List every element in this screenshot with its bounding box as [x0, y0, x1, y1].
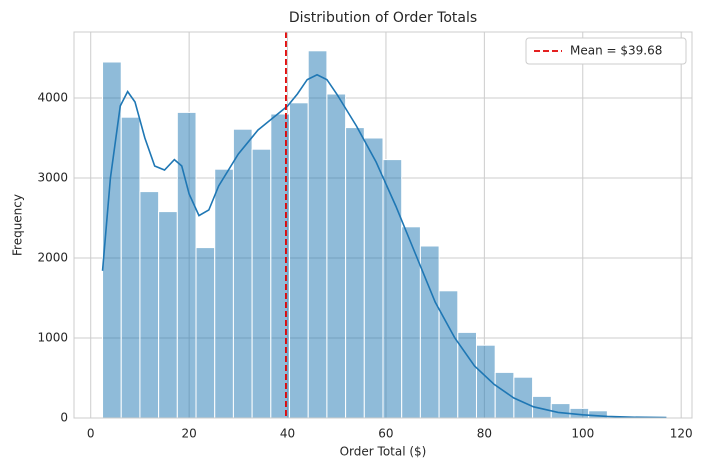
bar [289, 102, 309, 419]
y-tick-label: 1000 [37, 331, 68, 345]
bar [195, 247, 216, 419]
bar [176, 111, 197, 419]
bar [214, 168, 234, 419]
bar [232, 128, 253, 419]
legend-box [525, 37, 687, 65]
bar [401, 226, 421, 419]
x-tick-label: 60 [378, 427, 393, 441]
chart-title: Distribution of Order Totals [289, 10, 477, 26]
legend-label: Mean = $39.68 [570, 44, 662, 58]
bar [251, 148, 272, 419]
x-tick-label: 120 [670, 427, 693, 441]
y-tick-label: 2000 [37, 251, 68, 265]
y-axis-label: Frequency [11, 194, 25, 256]
x-tick-label: 80 [477, 427, 492, 441]
x-tick-label: 0 [87, 427, 95, 441]
bar [139, 191, 160, 419]
bar [307, 50, 328, 419]
x-tick-label: 40 [280, 427, 295, 441]
y-tick-label: 0 [60, 411, 68, 425]
plot-frame [73, 31, 693, 419]
bar [438, 290, 459, 419]
x-tick-label: 100 [571, 427, 594, 441]
bar [345, 127, 365, 419]
y-tick-label: 4000 [37, 91, 68, 105]
bar [475, 344, 496, 419]
x-axis-label: Order Total ($) [340, 445, 427, 459]
x-tick-label: 20 [181, 427, 196, 441]
bar [326, 93, 347, 419]
legend: Mean = $39.68 [525, 37, 687, 65]
bar [120, 116, 141, 419]
bar [363, 137, 384, 419]
bar [158, 211, 178, 419]
kde-line [101, 73, 667, 419]
bar [513, 376, 534, 419]
y-tick-label: 3000 [37, 171, 68, 185]
